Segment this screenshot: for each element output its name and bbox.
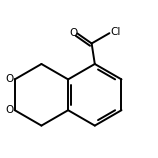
Text: Cl: Cl: [110, 27, 121, 37]
Text: O: O: [5, 105, 13, 115]
Text: O: O: [5, 74, 13, 84]
Text: O: O: [69, 28, 78, 38]
